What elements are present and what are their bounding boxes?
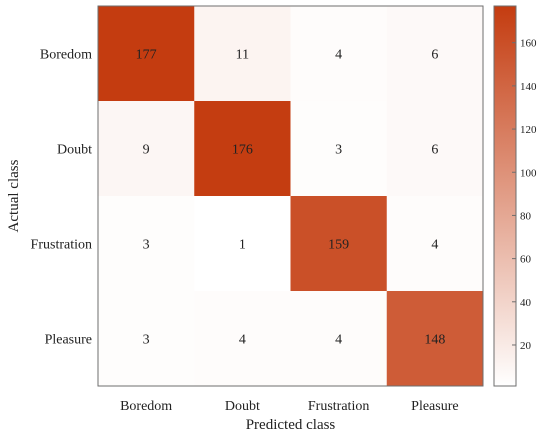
cell-value-label: 6	[431, 48, 438, 63]
colorbar-tick-label: 140	[520, 81, 537, 93]
heatmap-cell	[386, 196, 484, 292]
heatmap-cell	[290, 6, 388, 102]
colorbar	[493, 5, 517, 387]
x-tick-label: Boredom	[120, 399, 172, 414]
y-tick-label: Doubt	[57, 143, 92, 158]
heatmap-cell	[290, 101, 388, 197]
heatmap-cell	[98, 101, 195, 197]
x-axis-label: Predicted class	[246, 417, 336, 433]
cell-value-label: 4	[239, 333, 246, 348]
cell-value-label: 177	[136, 48, 157, 63]
heatmap-cells	[98, 6, 484, 387]
y-axis-label: Actual class	[6, 159, 22, 232]
heatmap-cell	[194, 196, 291, 292]
colorbar-tick-label: 120	[520, 124, 537, 136]
y-tick-label: Frustration	[31, 238, 92, 253]
cell-value-label: 159	[328, 238, 349, 253]
cell-value-label: 4	[335, 333, 342, 348]
cell-value-label: 6	[431, 143, 438, 158]
x-tick-label: Frustration	[308, 399, 369, 414]
heatmap-cell	[98, 6, 195, 102]
heatmap-cell-labels: 177 11 4 6 9 176 3 6 3 1 159 4 3 4 4 148	[136, 48, 446, 348]
cell-value-label: 11	[236, 48, 249, 63]
heatmap-cell	[194, 291, 291, 387]
cell-value-label: 9	[143, 143, 150, 158]
colorbar-ticks: 20 40 60 80 100 120 140 160	[512, 38, 537, 352]
cell-value-label: 1	[239, 238, 246, 253]
colorbar-tick-label: 60	[520, 254, 532, 266]
colorbar-tick-label: 100	[520, 167, 537, 179]
cell-value-label: 4	[431, 238, 438, 253]
y-tick-label: Pleasure	[45, 333, 92, 348]
heatmap-cell	[98, 196, 195, 292]
x-tick-label: Doubt	[225, 399, 260, 414]
cell-value-label: 148	[424, 333, 445, 348]
colorbar-tick-label: 40	[520, 297, 532, 309]
y-tick-label: Boredom	[40, 48, 92, 63]
heatmap-cell	[194, 6, 291, 102]
plot-frame	[97, 5, 484, 387]
heatmap-cell	[194, 101, 291, 197]
cell-value-label: 4	[335, 48, 342, 63]
heatmap-cell	[386, 291, 484, 387]
cell-value-label: 3	[335, 143, 342, 158]
heatmap-cell	[98, 291, 195, 387]
cell-value-label: 3	[143, 238, 150, 253]
x-axis-tick-labels: Boredom Doubt Frustration Pleasure	[120, 399, 459, 414]
x-tick-label: Pleasure	[411, 399, 458, 414]
y-axis-tick-labels: Boredom Doubt Frustration Pleasure	[31, 48, 93, 348]
cell-value-label: 176	[232, 143, 253, 158]
colorbar-tick-label: 160	[520, 38, 537, 50]
cell-value-label: 3	[143, 333, 150, 348]
colorbar-tick-label: 80	[520, 210, 532, 222]
heatmap-cell	[290, 291, 388, 387]
colorbar-tick-label: 20	[520, 340, 532, 352]
heatmap-cell	[386, 101, 484, 197]
heatmap-cell	[386, 6, 484, 102]
heatmap-cell	[290, 196, 388, 292]
